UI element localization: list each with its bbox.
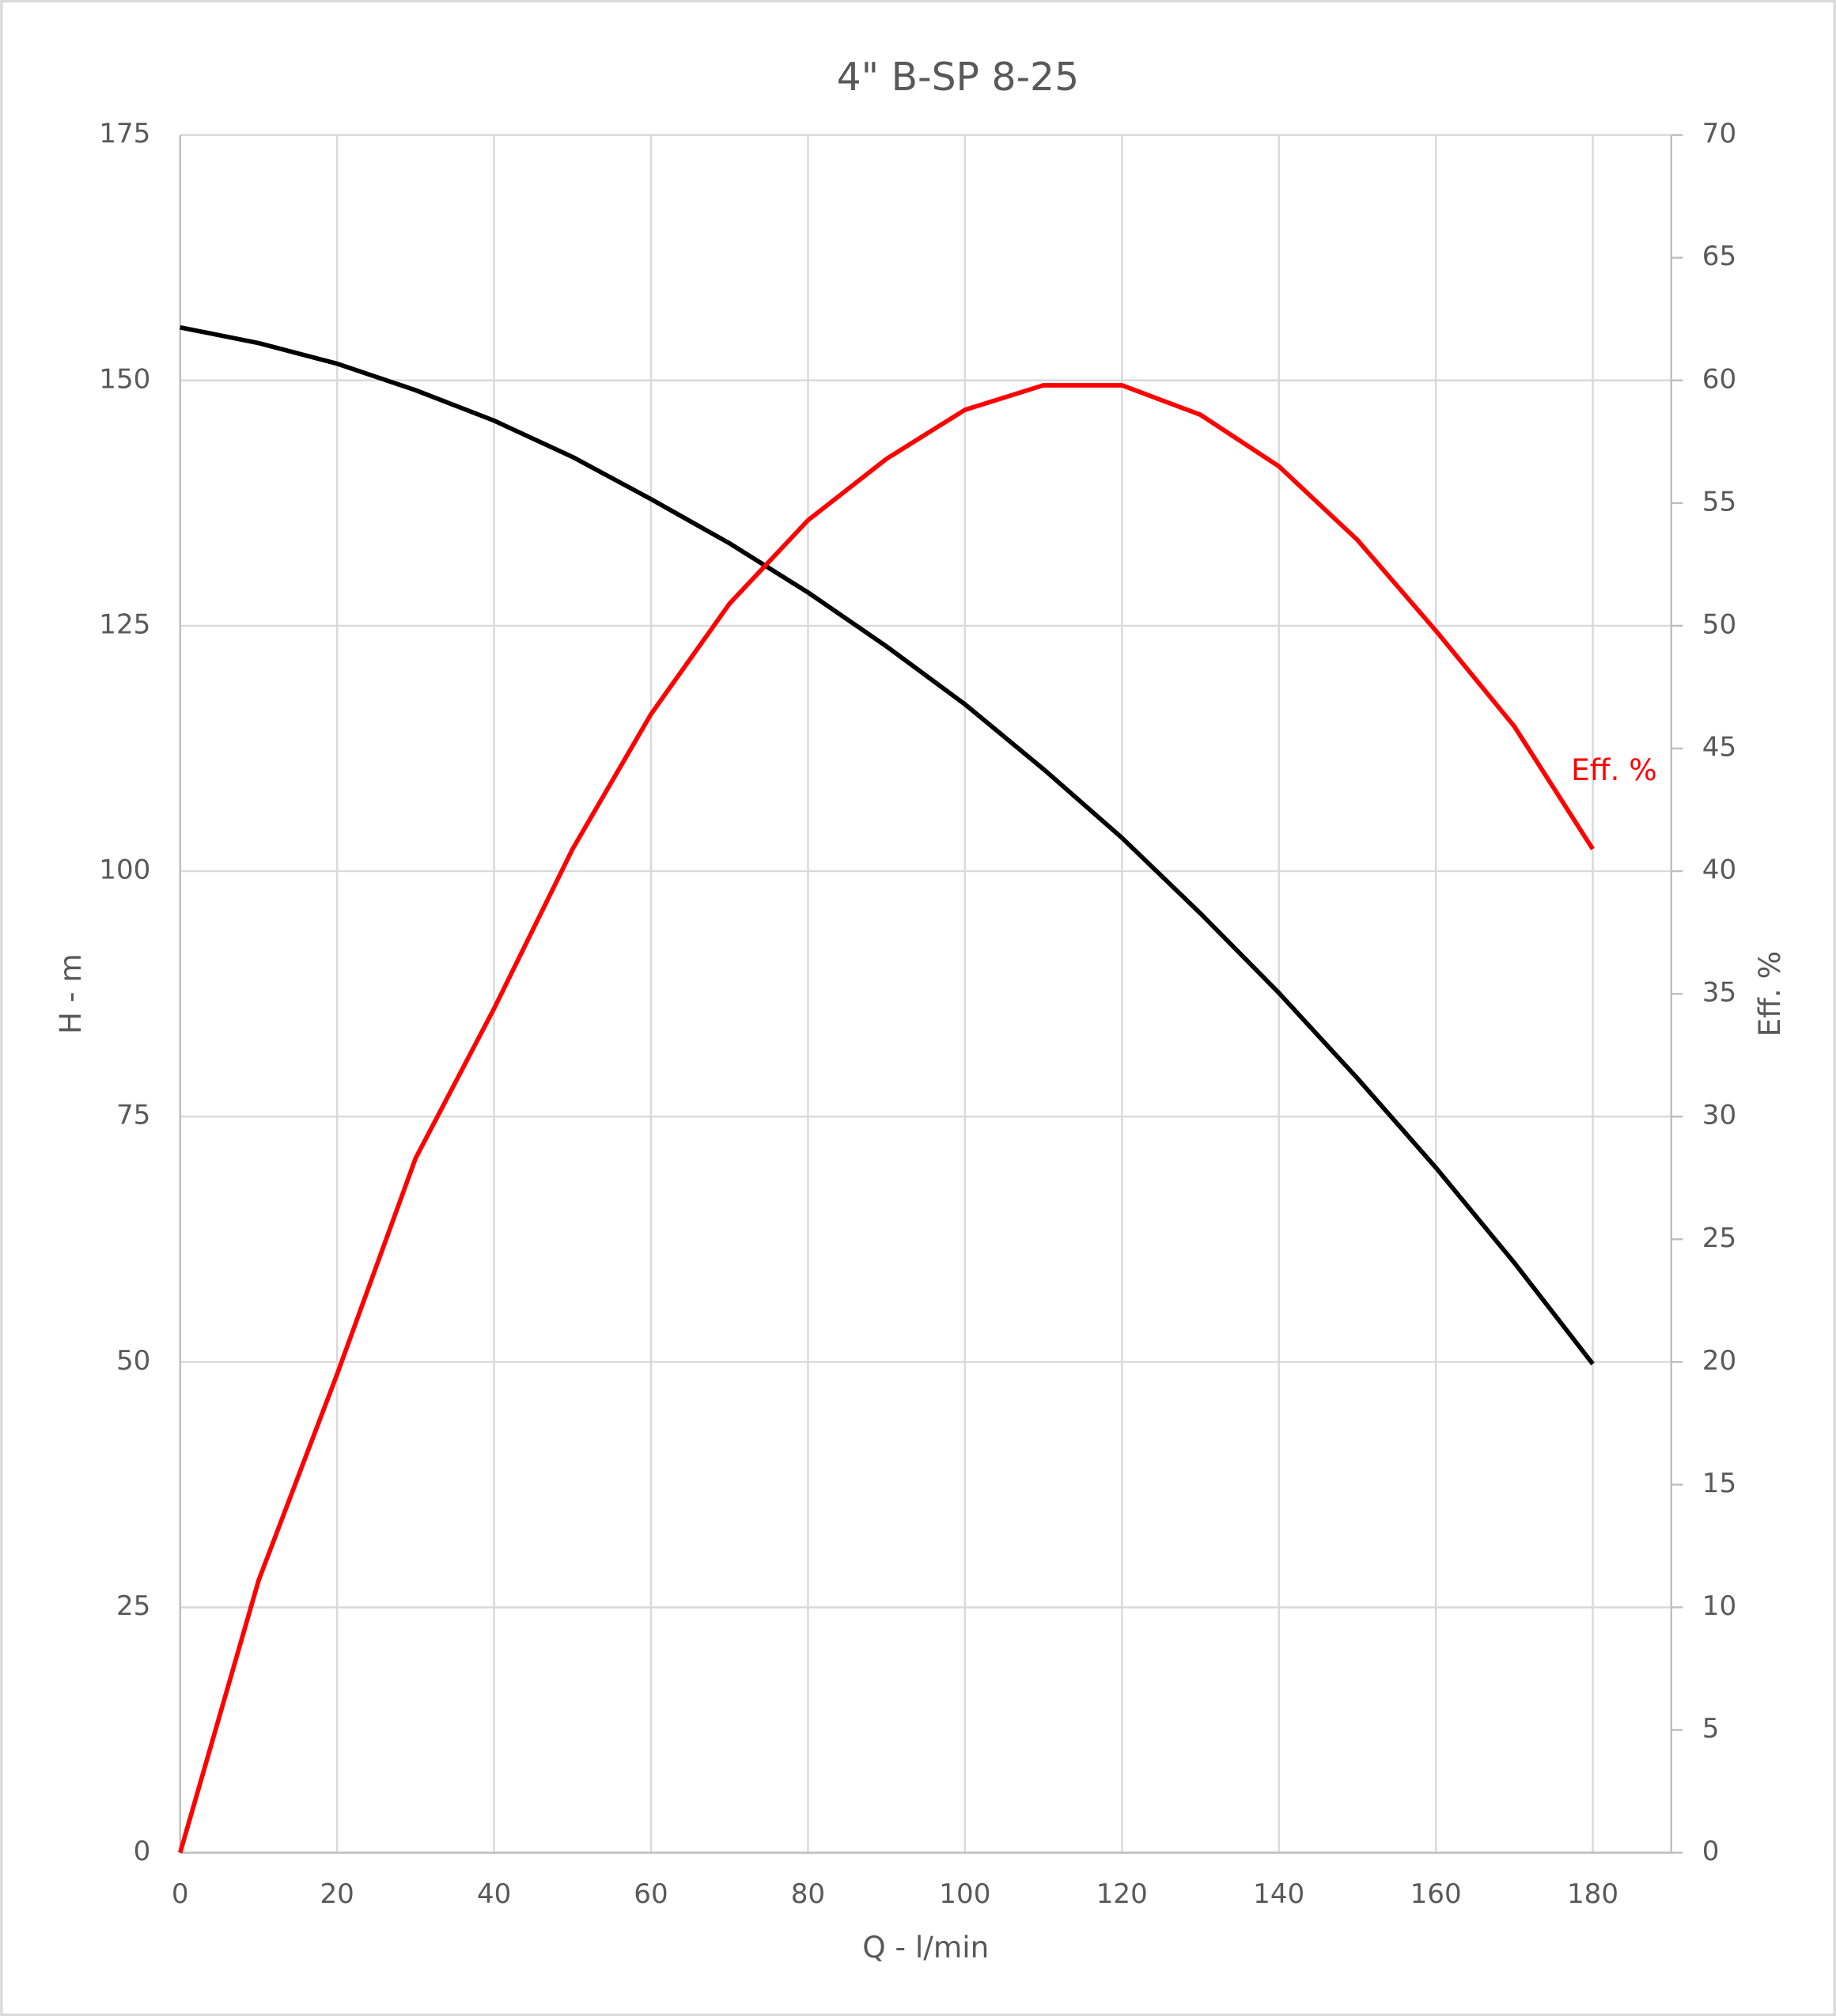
y-tick-label: 125 <box>99 608 150 640</box>
x-tick-label: 140 <box>1253 1878 1304 1910</box>
chart-title: 4" B-SP 8-25 <box>837 55 1079 100</box>
x-tick-label: 0 <box>172 1878 189 1910</box>
y-tick-label: 0 <box>134 1836 151 1867</box>
x-tick-label: 120 <box>1096 1878 1148 1910</box>
series-line <box>180 324 1595 1366</box>
y-tick-label: 50 <box>116 1345 150 1377</box>
y-tick-label: 100 <box>99 855 150 886</box>
y2-tick-label: 45 <box>1702 731 1736 763</box>
y2-tick-label: 35 <box>1702 977 1736 1009</box>
series-line <box>178 383 1595 1854</box>
y2-tick-label: 5 <box>1702 1713 1720 1745</box>
y2-tick-label: 55 <box>1702 486 1736 517</box>
x-tick-label: 100 <box>939 1878 990 1910</box>
y2-tick-label: 20 <box>1702 1345 1736 1377</box>
x-tick-label: 60 <box>634 1878 668 1910</box>
y-axis-label: H - m <box>53 953 88 1034</box>
x-tick-label: 180 <box>1567 1878 1618 1910</box>
y-tick-label: 150 <box>99 363 150 395</box>
y2-tick-label: 40 <box>1702 855 1736 886</box>
y2-tick-label: 0 <box>1702 1836 1720 1867</box>
y-tick-label: 175 <box>99 118 150 150</box>
series-label: Eff. % <box>1571 752 1657 787</box>
y2-tick-label: 70 <box>1702 118 1736 150</box>
y2-axis-label: Eff. % <box>1752 951 1787 1037</box>
y2-tick-label: 30 <box>1702 1100 1736 1131</box>
y2-tick-label: 10 <box>1702 1590 1736 1622</box>
y2-tick-label: 25 <box>1702 1222 1736 1254</box>
y-tick-label: 25 <box>116 1590 150 1622</box>
y2-tick-label: 60 <box>1702 363 1736 395</box>
y2-tick-label: 65 <box>1702 241 1736 272</box>
x-tick-label: 80 <box>791 1878 825 1910</box>
x-axis-label: Q - l/min <box>862 1930 989 1965</box>
x-tick-label: 20 <box>320 1878 354 1910</box>
y2-tick-label: 50 <box>1702 608 1736 640</box>
x-tick-label: 40 <box>477 1878 511 1910</box>
y2-tick-label: 15 <box>1702 1468 1736 1499</box>
y-tick-label: 75 <box>116 1100 150 1131</box>
x-tick-label: 160 <box>1410 1878 1462 1910</box>
